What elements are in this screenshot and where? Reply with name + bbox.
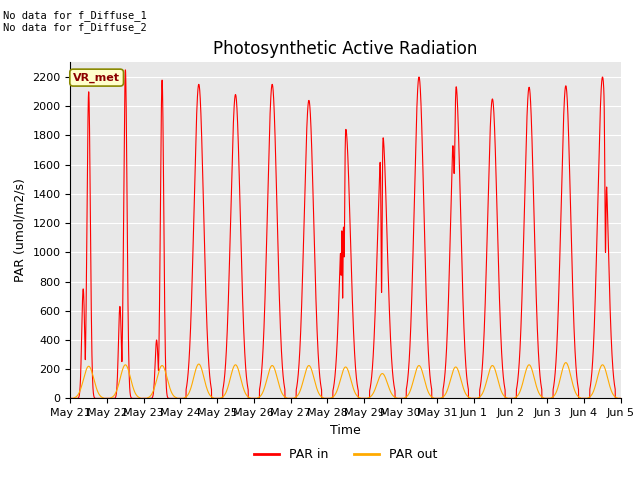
PAR in <box>438 396 446 401</box>
PAR out <box>438 395 446 400</box>
Y-axis label: PAR (umol/m2/s): PAR (umol/m2/s) <box>14 179 27 282</box>
PAR in <box>325 396 333 401</box>
PAR out <box>617 396 625 401</box>
Line: PAR out: PAR out <box>70 362 621 398</box>
PAR out <box>325 396 333 401</box>
PAR in <box>500 382 508 387</box>
PAR in <box>122 67 129 73</box>
PAR out <box>166 384 173 389</box>
Legend: PAR in, PAR out: PAR in, PAR out <box>249 443 442 466</box>
PAR out <box>67 396 74 401</box>
PAR in <box>67 396 74 401</box>
Text: VR_met: VR_met <box>73 72 120 83</box>
PAR out <box>562 360 570 365</box>
PAR out <box>616 396 624 401</box>
PAR in <box>166 396 173 401</box>
Text: No data for f_Diffuse_1
No data for f_Diffuse_2: No data for f_Diffuse_1 No data for f_Di… <box>3 10 147 33</box>
PAR out <box>469 396 477 401</box>
Line: PAR in: PAR in <box>70 70 621 398</box>
PAR out <box>500 393 508 399</box>
PAR in <box>617 396 625 401</box>
PAR in <box>469 396 477 401</box>
X-axis label: Time: Time <box>330 424 361 437</box>
Title: Photosynthetic Active Radiation: Photosynthetic Active Radiation <box>213 40 478 58</box>
PAR in <box>616 396 624 401</box>
